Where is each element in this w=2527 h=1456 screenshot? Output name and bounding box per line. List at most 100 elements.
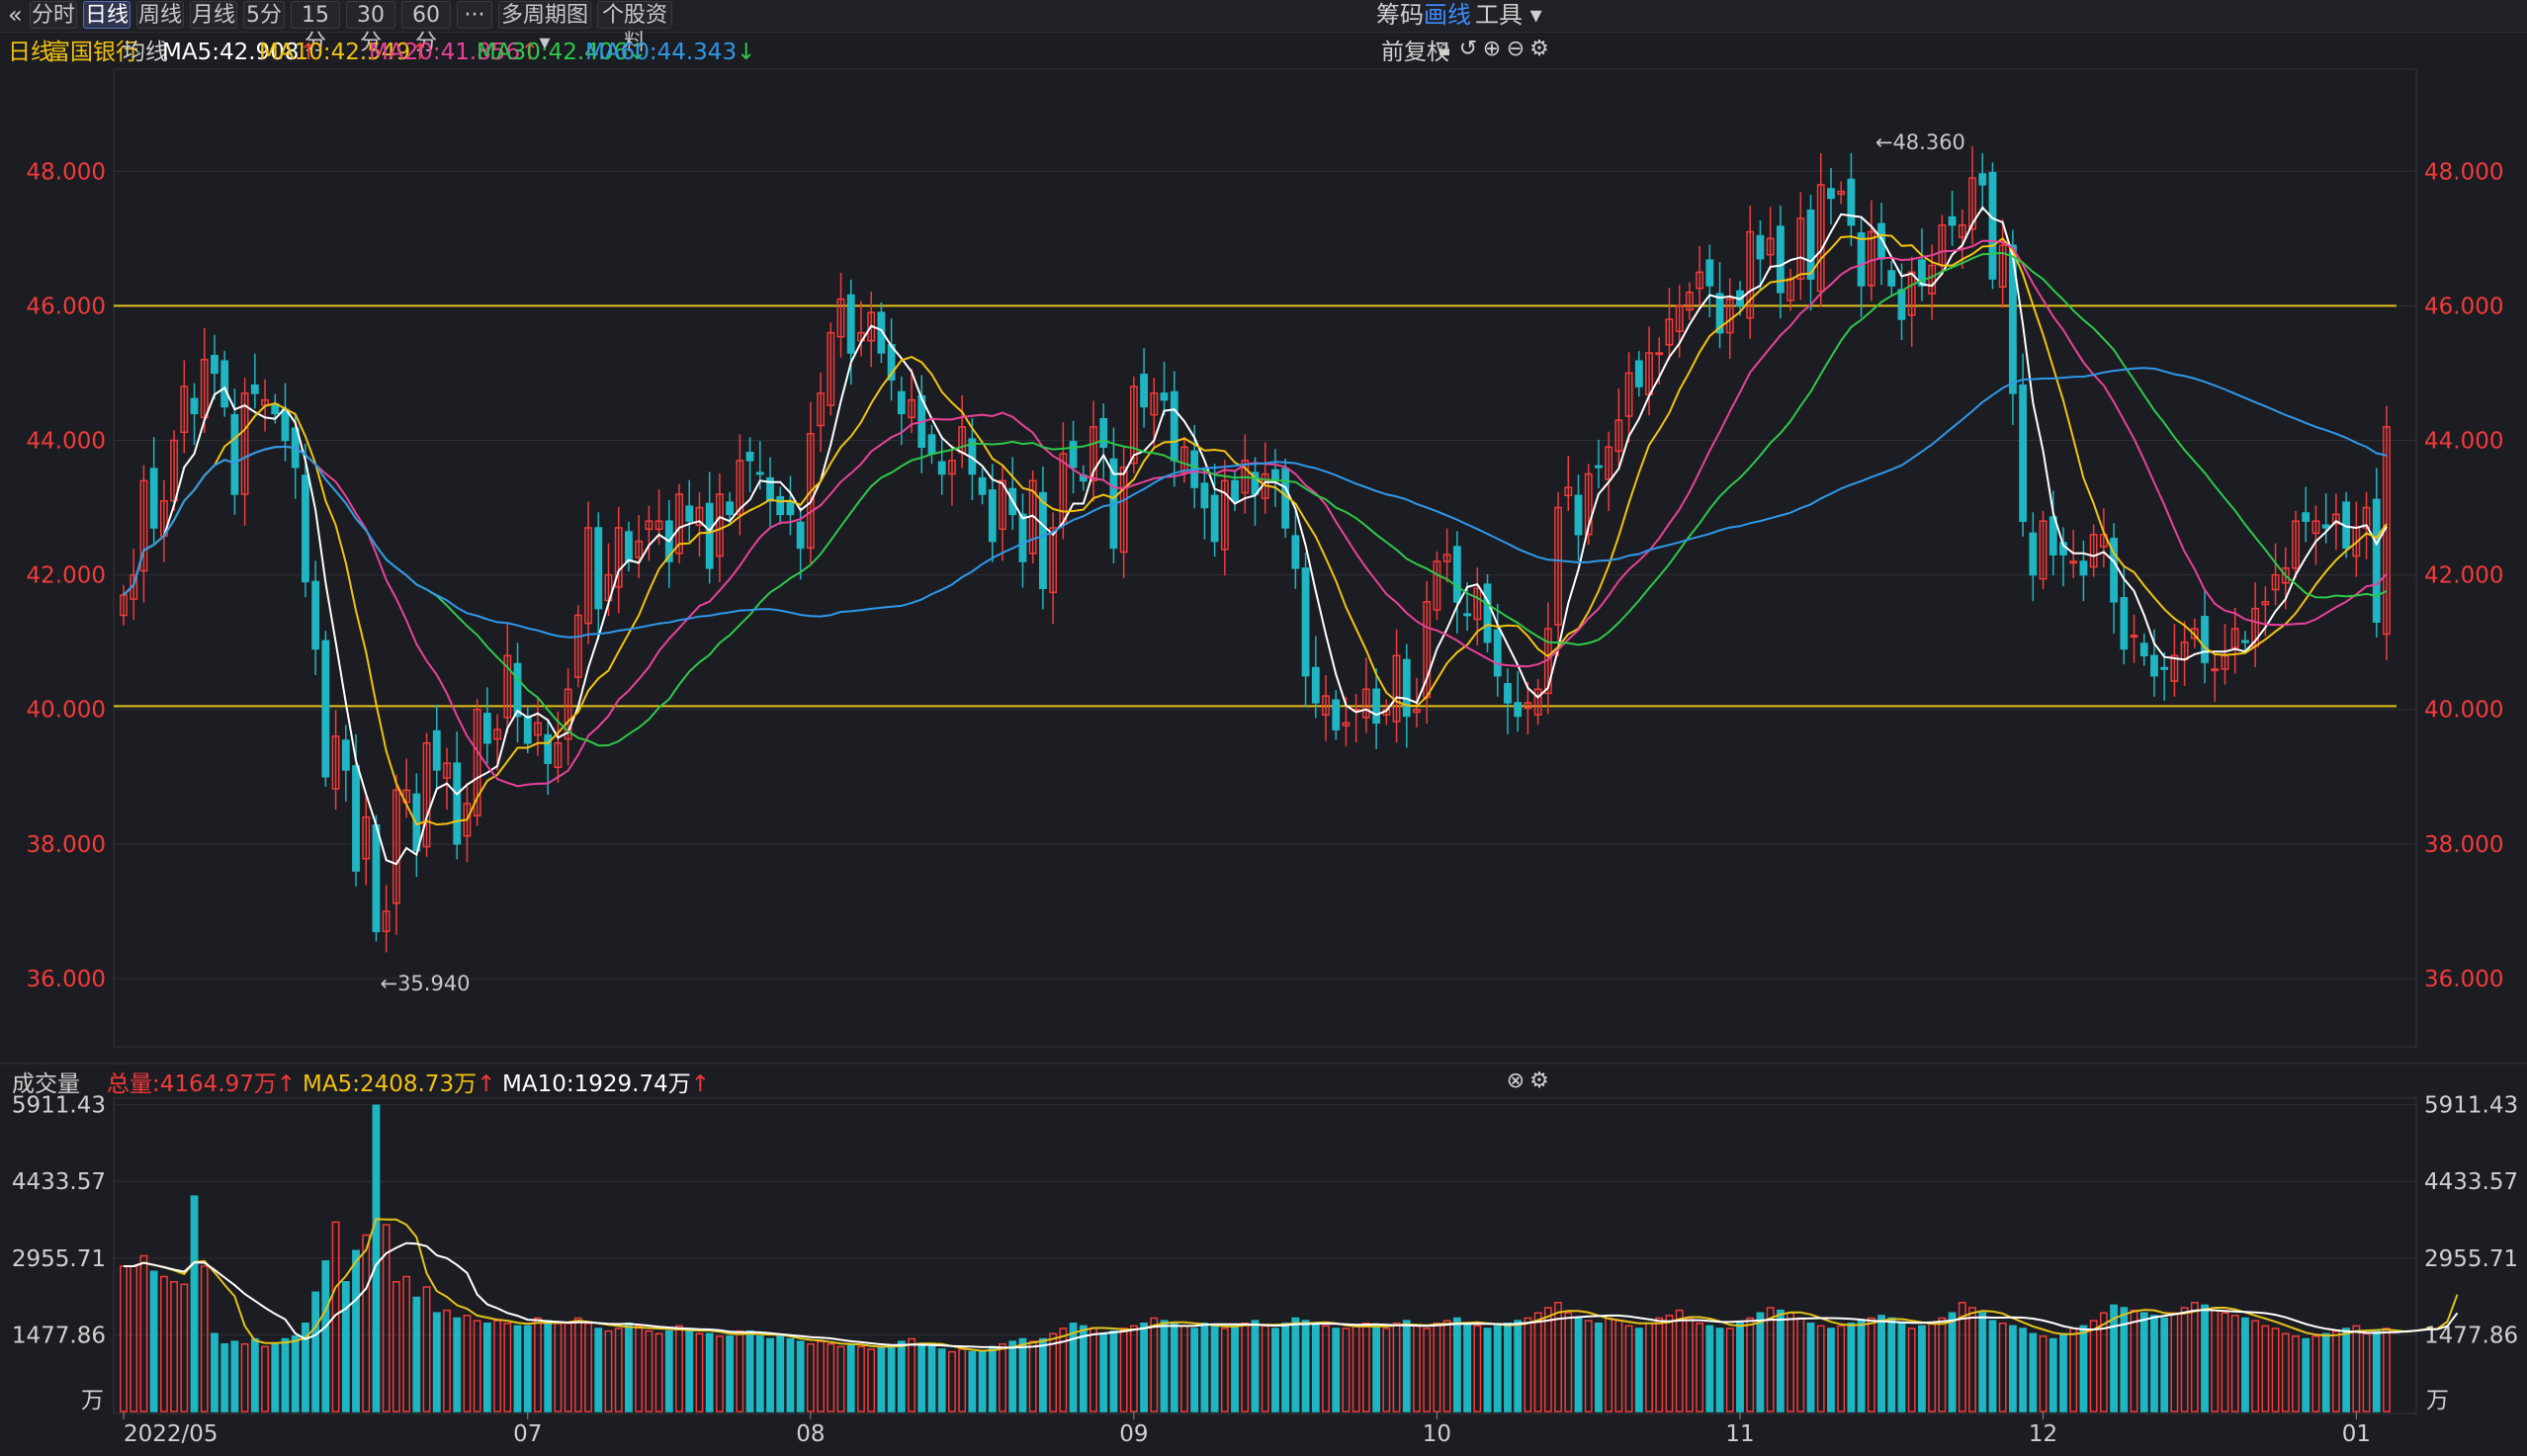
candle-body (573, 614, 582, 678)
stock-name[interactable]: 富国银行 (47, 40, 138, 65)
candle-body (1301, 567, 1310, 677)
price-tick-label-right: 38.000 (2424, 832, 2503, 858)
arrow-up-icon: ↑ (299, 40, 318, 65)
price-extreme-annotation: ←48.360 (1875, 130, 1965, 154)
candle-body (321, 640, 330, 778)
volume-bar (493, 1320, 502, 1413)
candle-body (1452, 546, 1461, 603)
candle-body (1816, 184, 1825, 293)
candle-body (1493, 629, 1502, 677)
settings-icon[interactable]: ⚙ (1529, 37, 1549, 61)
volume-bar (2372, 1329, 2381, 1413)
zoom-in-icon[interactable]: ⊕ (1482, 37, 1502, 61)
volume-bar (1816, 1325, 1825, 1413)
volume-bar (2281, 1332, 2290, 1413)
candle-body (2292, 520, 2300, 569)
stock-profile-button[interactable]: 个股资料 (597, 1, 672, 55)
tab-monthly[interactable]: 月线 (190, 1, 237, 29)
more-periods-button[interactable]: ··· (457, 1, 492, 29)
volume-bar (2251, 1320, 2260, 1413)
candle-body (1624, 372, 1633, 417)
candle-body (1281, 468, 1290, 529)
candle-body (2261, 601, 2270, 606)
volume-bar (614, 1328, 623, 1413)
candle-body (685, 505, 694, 522)
volume-bar (1786, 1312, 1795, 1413)
multi-period-label: 多周期图 (500, 3, 588, 28)
volume-bar (1554, 1302, 1562, 1413)
tab-daily[interactable]: 日线 (83, 1, 131, 29)
candle-body (1322, 695, 1330, 716)
candle-body (625, 531, 633, 562)
volume-bar (2110, 1304, 2119, 1413)
volume-bar (1584, 1320, 1593, 1413)
candle-body (1796, 217, 1805, 280)
volume-bar (149, 1270, 158, 1413)
undo-icon[interactable]: ↺ (1458, 37, 1478, 61)
chip-distribution-button[interactable]: 筹码 (1376, 1, 1424, 29)
settings-icon[interactable]: ⚙ (1529, 1069, 1549, 1093)
ma60-text: MA60:44.343 (585, 40, 738, 65)
price-adjust-button[interactable]: 前复权 (1381, 40, 1449, 65)
multi-period-dropdown[interactable]: 多周期图 ▾ (498, 1, 591, 55)
tab-intraday[interactable]: 分时 (30, 1, 77, 29)
volume-bar (2079, 1325, 2088, 1413)
candle-body (2383, 426, 2391, 636)
tab-30min[interactable]: 30分 (346, 1, 395, 55)
volume-bar (372, 1104, 381, 1413)
zoom-out-icon[interactable]: ⊖ (1506, 37, 1525, 61)
candle-body (1413, 708, 1421, 714)
candle-body (1524, 702, 1532, 710)
volume-ma5-line (124, 1218, 2459, 1352)
volume-bar (685, 1328, 694, 1413)
chevron-down-icon: ▾ (539, 31, 551, 55)
candle-body (2201, 616, 2209, 663)
tools-dropdown[interactable]: 工具 ▾ (1475, 0, 1542, 30)
volume-bar (857, 1345, 865, 1413)
volume-bar (1504, 1323, 1512, 1413)
draw-line-button[interactable]: 画线 (1424, 1, 1471, 29)
candle-body (1715, 293, 1724, 334)
volume-bar (1988, 1320, 1997, 1413)
volume-bar (1361, 1323, 1370, 1413)
close-icon[interactable]: ⊗ (1506, 1069, 1525, 1093)
candle-body (2110, 538, 2119, 603)
volume-bar (635, 1325, 644, 1413)
candle-body (1514, 702, 1523, 718)
volume-bar (139, 1254, 148, 1413)
lock-icon[interactable]: 🔒︎ (1438, 37, 1450, 61)
volume-bar (1725, 1328, 1734, 1413)
volume-ma5-text: MA5:2408.73万 (303, 1071, 478, 1097)
tab-60min[interactable]: 60分 (401, 1, 451, 55)
volume-bar (1614, 1320, 1623, 1413)
volume-bar (2180, 1307, 2189, 1413)
candle-body (2099, 534, 2108, 548)
volume-bar (1109, 1329, 1118, 1413)
candle-body (1372, 688, 1381, 725)
candle-body (968, 438, 977, 475)
tab-5min[interactable]: 5分 (243, 1, 285, 29)
double-chevron-left-icon[interactable]: « (8, 1, 23, 29)
ma30-value: MA30:42.406↓ (477, 34, 647, 71)
tab-15min[interactable]: 15分 (291, 1, 340, 55)
candle-body (1433, 560, 1441, 611)
candle-body (705, 502, 714, 569)
candle-body (1402, 658, 1411, 718)
volume-bar (1231, 1325, 1239, 1413)
tab-weekly[interactable]: 周线 (136, 1, 184, 29)
period-label: 日线 (8, 40, 53, 65)
candle-body (1351, 708, 1360, 712)
candle-body (2241, 640, 2249, 643)
volume-bar (1998, 1323, 2007, 1413)
candle-body (1220, 479, 1229, 551)
volume-bar (362, 1234, 371, 1413)
volume-bar (463, 1315, 472, 1413)
volume-bar (453, 1317, 462, 1413)
volume-bar (1696, 1323, 1704, 1413)
volume-bar (625, 1323, 633, 1413)
ma10-line (123, 233, 2388, 826)
arrow-up-icon: ↑ (410, 40, 430, 65)
candle-body (715, 493, 724, 557)
volume-bar (523, 1325, 532, 1413)
